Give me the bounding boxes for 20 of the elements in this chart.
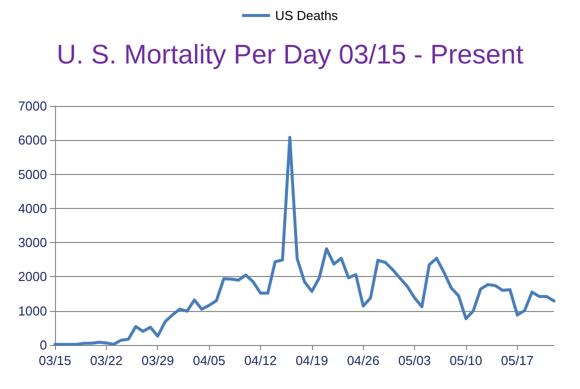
x-tick-label: 04/19	[296, 353, 328, 368]
legend-label: US Deaths	[275, 8, 338, 23]
x-tick-label: 04/12	[244, 353, 277, 368]
y-tick-label: 7000	[18, 98, 47, 114]
y-tick-label: 5000	[18, 166, 47, 182]
chart-title: U. S. Mortality Per Day 03/15 - Present	[56, 40, 524, 70]
x-tick-label: 05/10	[450, 353, 482, 368]
x-tick-label: 03/15	[38, 353, 72, 368]
x-tick-label: 05/17	[501, 353, 534, 368]
x-tick-label: 03/29	[141, 353, 174, 368]
y-tick-label: 6000	[18, 132, 47, 148]
y-tick-label: 3000	[18, 235, 47, 250]
y-tick-label: 1000	[18, 303, 47, 318]
x-tick-label: 04/26	[346, 353, 380, 368]
x-tick-label: 05/03	[398, 353, 431, 368]
y-tick-label: 4000	[18, 200, 47, 216]
x-tick-label: 04/05	[192, 353, 226, 368]
x-tick-label: 03/22	[90, 353, 123, 368]
y-tick-label: 2000	[18, 269, 47, 284]
y-tick-label: 0	[40, 338, 47, 352]
